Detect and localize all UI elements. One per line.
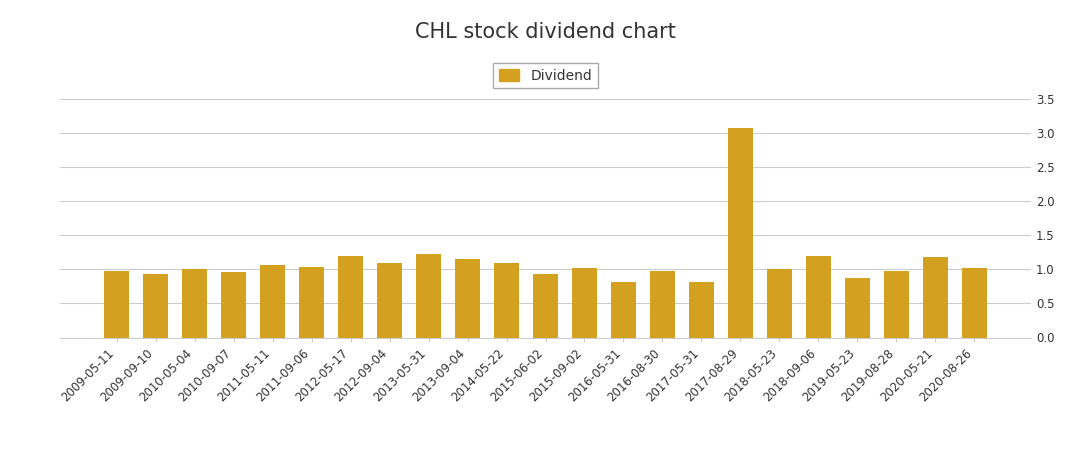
Bar — [260, 265, 286, 338]
Bar — [104, 271, 130, 338]
Bar — [688, 282, 714, 338]
Bar — [377, 262, 403, 338]
Bar — [182, 270, 207, 338]
Bar — [416, 254, 441, 338]
Bar — [572, 268, 597, 338]
Bar — [143, 274, 168, 338]
Bar — [338, 256, 363, 338]
Bar — [650, 271, 675, 338]
Legend: Dividend: Dividend — [493, 63, 598, 88]
Bar — [299, 267, 324, 338]
Bar — [961, 268, 987, 338]
Bar — [844, 278, 870, 338]
Bar — [455, 259, 480, 338]
Bar — [728, 128, 753, 338]
Bar — [767, 270, 792, 338]
Text: CHL stock dividend chart: CHL stock dividend chart — [415, 22, 676, 42]
Bar — [923, 257, 948, 338]
Bar — [532, 274, 559, 338]
Bar — [221, 272, 247, 338]
Bar — [611, 282, 636, 338]
Bar — [805, 256, 831, 338]
Bar — [494, 262, 519, 338]
Bar — [884, 271, 909, 338]
